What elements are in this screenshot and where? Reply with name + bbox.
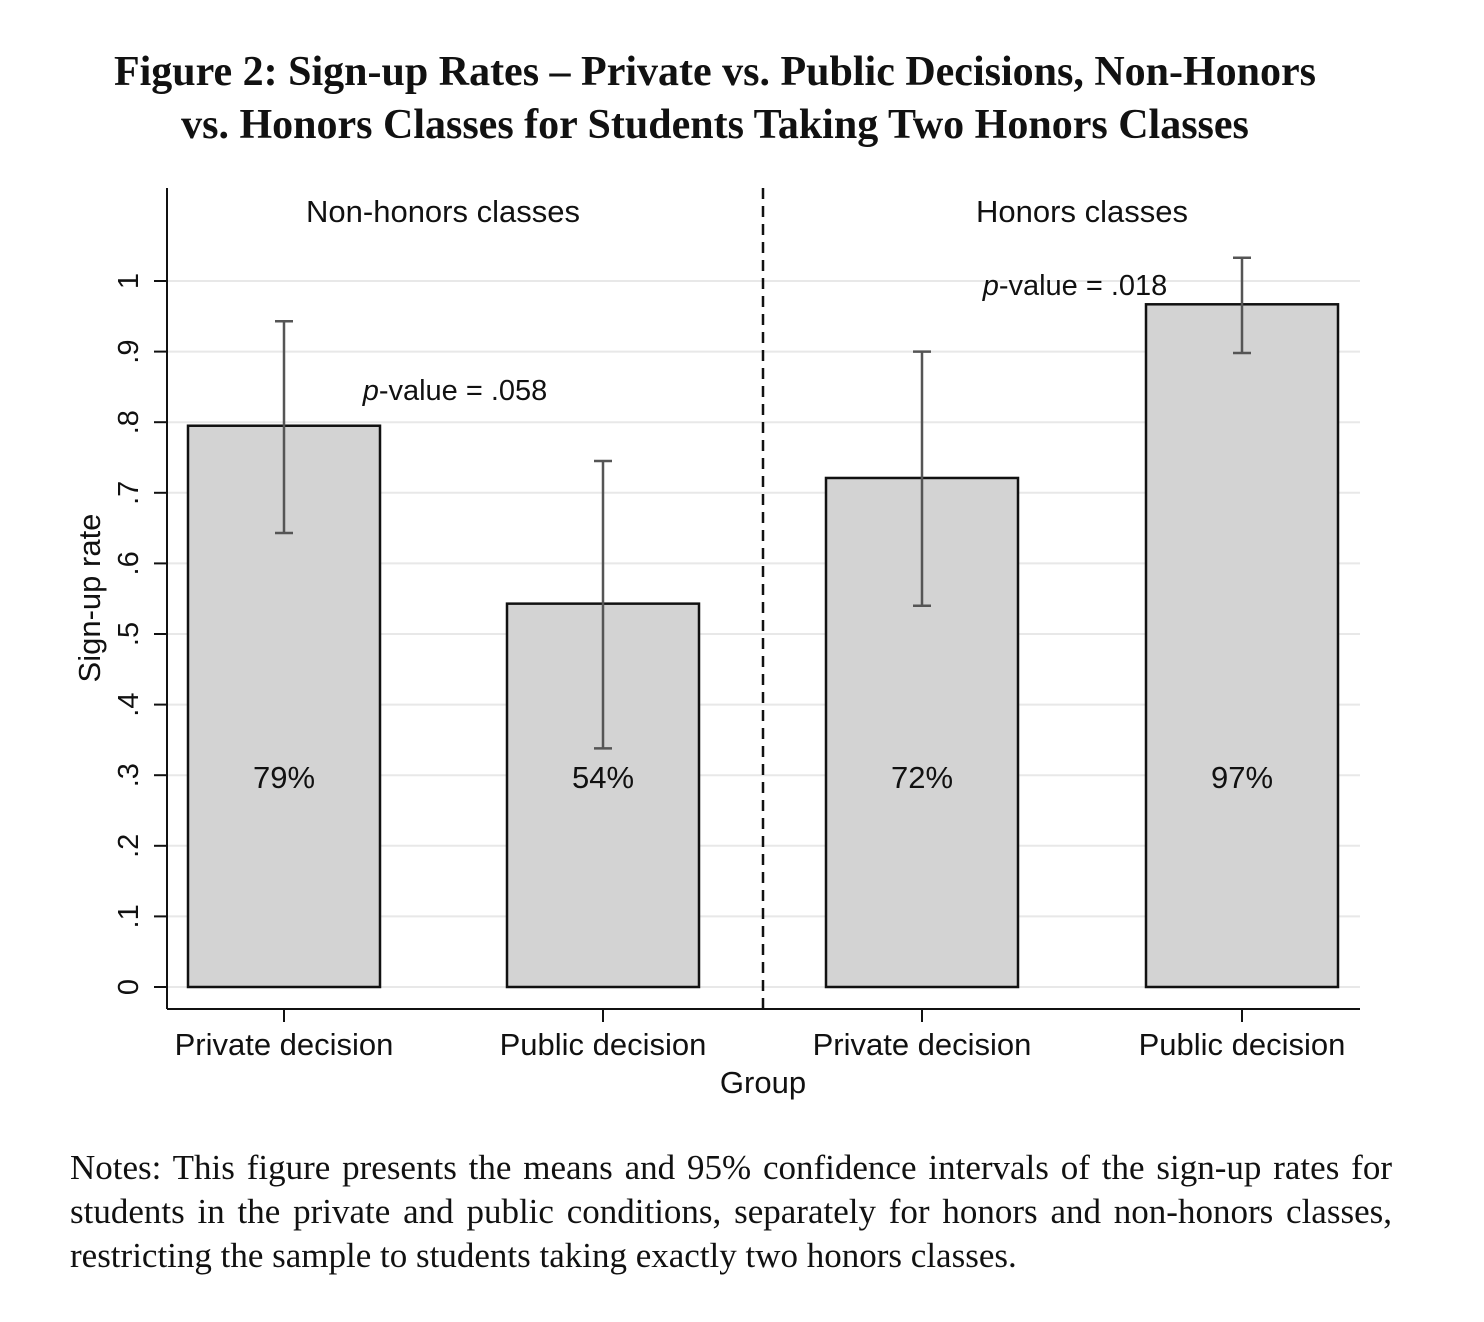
y-tick-label: .5 <box>113 622 145 646</box>
x-tick-label: Private decision <box>813 1027 1032 1062</box>
figure-title: Figure 2: Sign-up Rates – Private vs. Pu… <box>0 46 1430 152</box>
y-tick-label: .1 <box>113 904 145 928</box>
bar <box>505 602 701 989</box>
bar-value-label: 79% <box>253 760 315 795</box>
x-tick-label: Public decision <box>500 1027 707 1062</box>
figure-title-line-2: vs. Honors Classes for Students Taking T… <box>181 102 1249 148</box>
y-tick-label: .8 <box>113 410 145 434</box>
y-tick-label: .3 <box>113 763 145 787</box>
p-value-italic-p: p <box>362 375 379 407</box>
p-value-text: -value = .018 <box>999 270 1167 302</box>
figure-title-line-1: Figure 2: Sign-up Rates – Private vs. Pu… <box>113 49 1317 95</box>
p-value-annotation: p-value = .058 <box>362 375 548 407</box>
bar-value-label: 72% <box>891 760 953 795</box>
y-tick-label: .9 <box>113 340 145 364</box>
figure-notes: Notes: This figure presents the means an… <box>70 1148 1392 1275</box>
bar <box>186 424 382 989</box>
panel-label: Non-honors classes <box>306 194 580 229</box>
x-axis-title: Group <box>720 1065 806 1100</box>
x-tick-label: Private decision <box>175 1027 394 1062</box>
bar-value-label: 97% <box>1211 760 1273 795</box>
y-tick-label: .4 <box>113 693 145 717</box>
bar-value-label: 54% <box>572 760 634 795</box>
p-value-annotation: p-value = .018 <box>982 270 1168 302</box>
y-axis-title: Sign-up rate <box>72 514 107 683</box>
y-tick-label: 1 <box>113 273 145 289</box>
p-value-text: -value = .058 <box>379 375 547 407</box>
y-tick-label: .2 <box>113 834 145 858</box>
y-tick-label: .7 <box>113 481 145 505</box>
x-tick-label: Public decision <box>1139 1027 1346 1062</box>
bar-chart: 0 .1 .2 .3 .4 .5 .6 .7 .8 .9 1 Sign-up rate Non-hono… <box>72 188 1360 1100</box>
panel-label: Honors classes <box>976 194 1188 229</box>
y-tick-label: .6 <box>113 551 145 575</box>
y-tick-label: 0 <box>113 979 145 995</box>
p-value-italic-p: p <box>982 270 999 302</box>
bar <box>1144 303 1340 989</box>
